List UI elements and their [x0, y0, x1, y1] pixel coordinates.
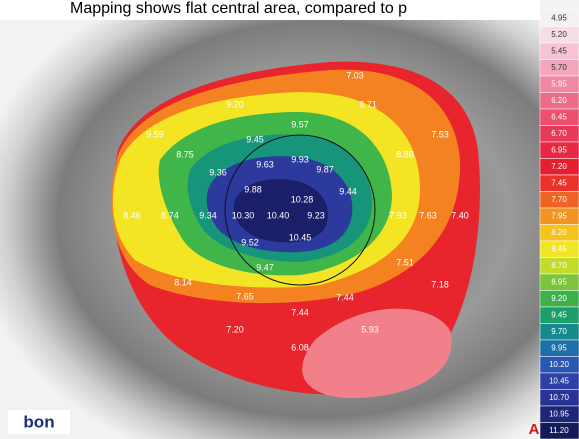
map-label: 8.14 [174, 277, 192, 287]
map-label: 10.28 [291, 194, 314, 204]
corner-mark: A [529, 421, 540, 438]
map-label: 7.51 [396, 257, 414, 267]
scale-label: 6.70 [551, 129, 567, 138]
scale-label: 5.45 [551, 46, 567, 55]
map-label: 7.63 [419, 210, 437, 220]
caption: Mapping shows flat central area, compare… [70, 0, 407, 17]
scale-label: 8.45 [551, 244, 567, 253]
map-label: 10.45 [289, 232, 312, 242]
scale-label: 5.20 [551, 30, 567, 39]
scale-label: 6.45 [551, 112, 567, 121]
scale-label: 9.45 [551, 310, 567, 319]
map-label: 7.44 [336, 292, 354, 302]
map-label: 9.34 [199, 210, 217, 220]
map-label: 8.46 [123, 210, 141, 220]
map-label: 8.88 [396, 149, 414, 159]
scale-label: 9.20 [551, 294, 567, 303]
scale-label: 7.20 [551, 162, 567, 171]
map-label: 9.45 [246, 134, 264, 144]
scale-label: 6.20 [551, 96, 567, 105]
logo: bon [23, 412, 54, 431]
map-label: 8.74 [161, 210, 179, 220]
scale-label: 11.20 [549, 426, 569, 435]
map-label: 7.18 [431, 279, 449, 289]
scale-label: 6.95 [551, 145, 567, 154]
scale-label: 9.70 [551, 327, 567, 336]
color-scale: 4.95 5.20 5.45 5.70 5.95 6.20 6.45 6.70 6.95 7.20… [540, 10, 579, 439]
map-label: 9.93 [291, 154, 309, 164]
map-label: 5.93 [361, 324, 379, 334]
map-label: 8.71 [359, 99, 377, 109]
scale-label: 10.45 [549, 376, 570, 385]
map-label: 9.36 [209, 167, 227, 177]
scale-label: 4.95 [551, 13, 567, 22]
map-label: 9.59 [146, 129, 164, 139]
screenshot: 7.03 9.20 8.71 9.59 9.57 7.53 8.75 9.45 8.88 9.63… [0, 0, 579, 439]
scale-label: 10.70 [549, 393, 570, 402]
scale-label: 5.70 [551, 63, 567, 72]
scale-label: 5.95 [551, 79, 567, 88]
map-label: 7.44 [291, 307, 309, 317]
map-label: 7.40 [451, 210, 469, 220]
scale-label: 10.20 [549, 360, 570, 369]
scale-label: 8.70 [551, 261, 567, 270]
map-label: 9.52 [241, 237, 259, 247]
map-label: 9.88 [244, 184, 262, 194]
scale-label: 10.95 [549, 409, 570, 418]
map-label: 9.47 [256, 262, 274, 272]
map-label: 9.63 [256, 159, 274, 169]
scale-label: 8.20 [551, 228, 567, 237]
map-label: 9.23 [307, 210, 325, 220]
map-label: 7.93 [389, 210, 407, 220]
scale-label: 8.95 [551, 277, 567, 286]
map-label: 7.65 [236, 291, 254, 301]
map-label: 9.87 [316, 164, 334, 174]
map-label: 10.30 [232, 210, 255, 220]
map-label: 8.75 [176, 149, 194, 159]
map-label: 7.03 [346, 70, 364, 80]
map-label: 7.53 [431, 129, 449, 139]
scale-label: 7.95 [551, 211, 567, 220]
scale-label: 7.70 [551, 195, 567, 204]
map-label: 10.40 [267, 210, 290, 220]
map-label: 7.20 [226, 324, 244, 334]
map-label: 6.08 [291, 342, 309, 352]
scale-label: 7.45 [551, 178, 567, 187]
map-label: 9.44 [339, 186, 357, 196]
map-label: 9.57 [291, 119, 309, 129]
scale-label: 9.95 [551, 343, 567, 352]
map-label: 9.20 [226, 99, 244, 109]
